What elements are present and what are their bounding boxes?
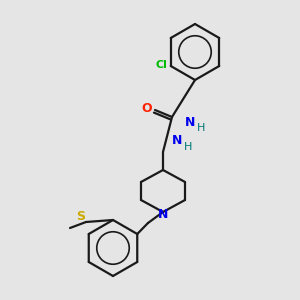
Text: N: N <box>185 116 195 128</box>
Text: H: H <box>184 142 192 152</box>
Text: S: S <box>76 211 85 224</box>
Text: H: H <box>197 123 205 133</box>
Text: O: O <box>142 103 152 116</box>
Text: Cl: Cl <box>156 60 168 70</box>
Text: N: N <box>158 208 168 221</box>
Text: N: N <box>172 134 182 148</box>
